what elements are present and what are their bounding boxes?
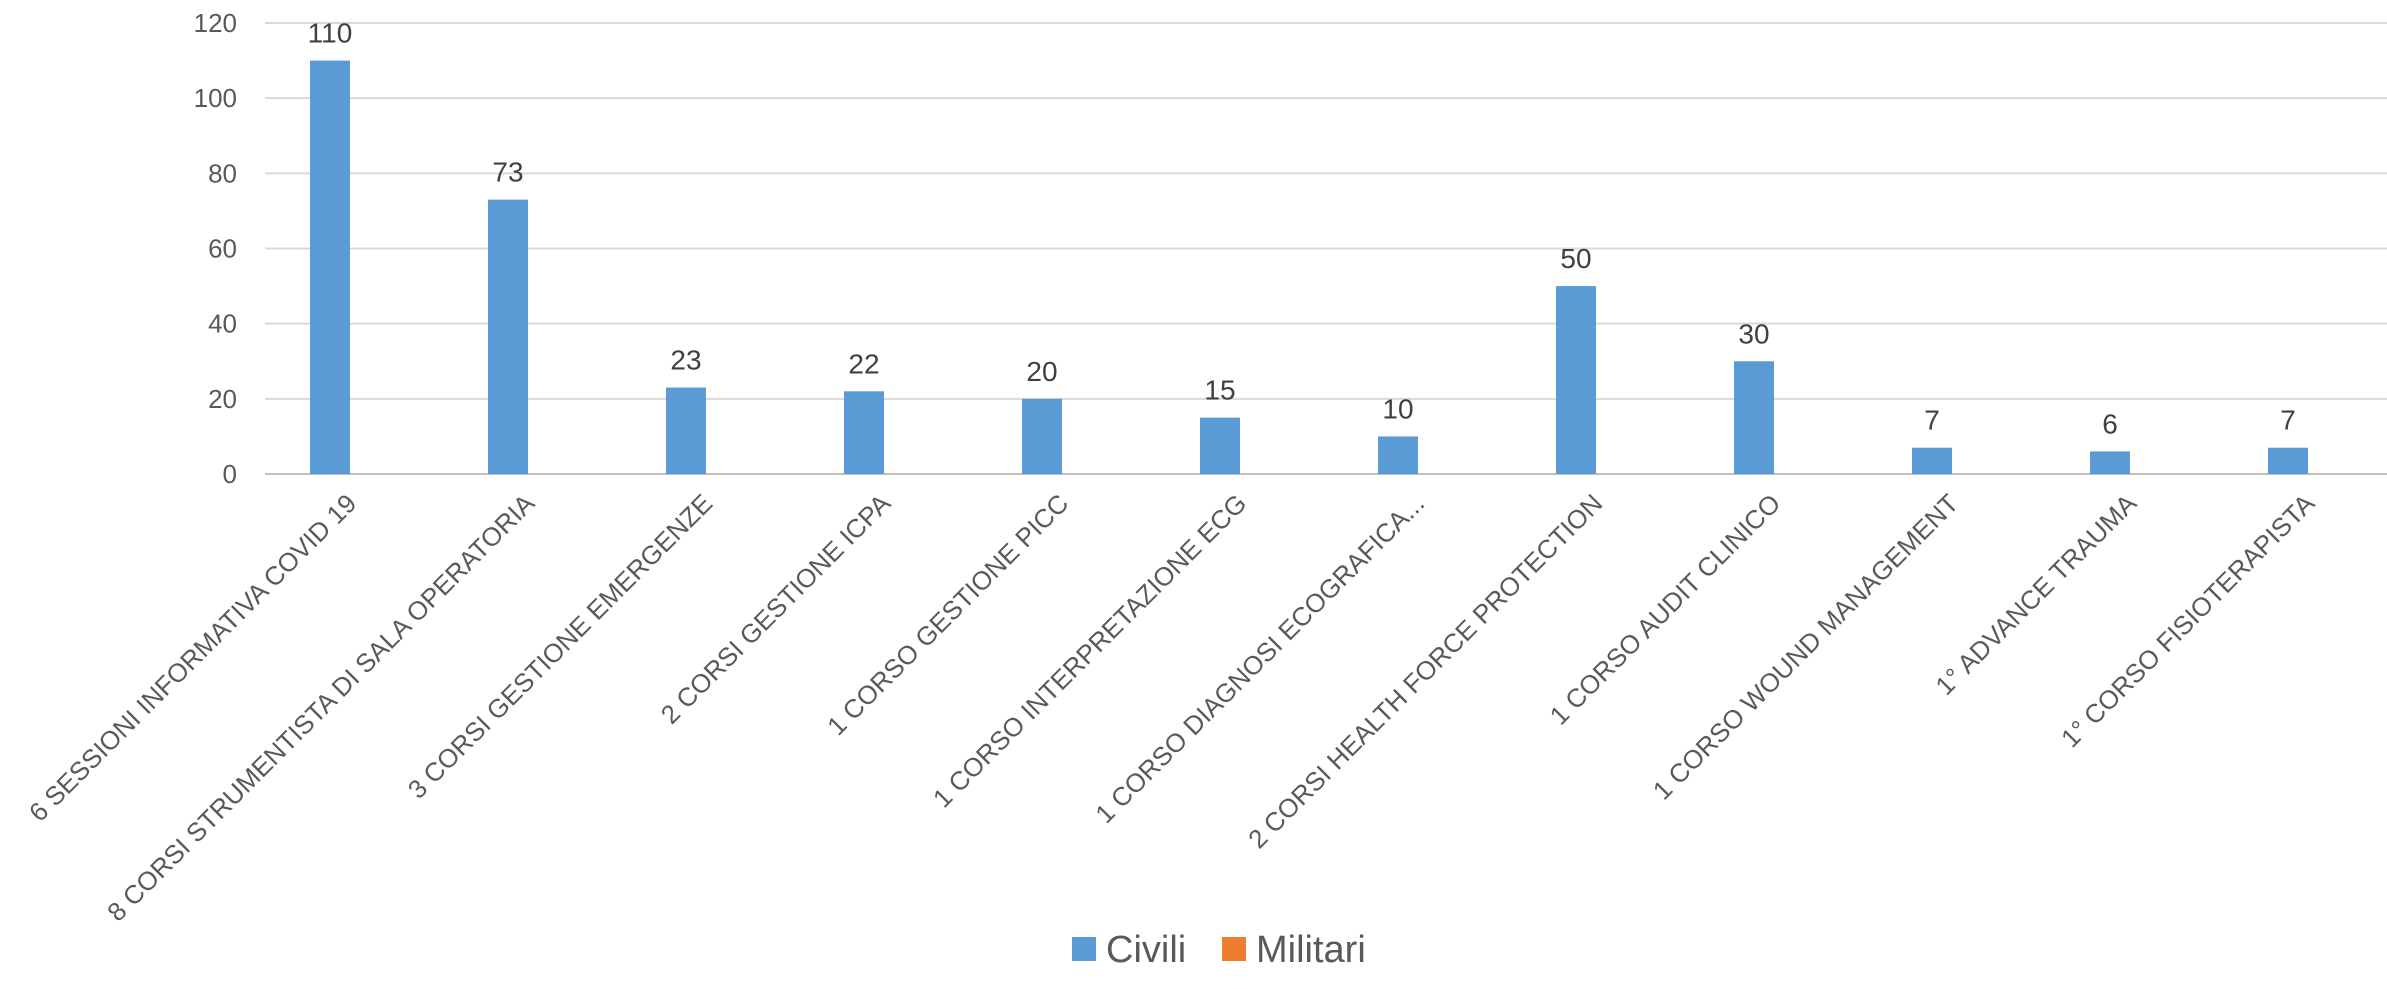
legend: Civili Militari [1072, 929, 1366, 971]
bar-civili-8 [1734, 361, 1774, 474]
x-tick-label: 2 CORSI HEALTH FORCE PROTECTION [1242, 488, 1608, 854]
bar-civili-0 [310, 60, 350, 474]
y-tick-label: 120 [194, 8, 237, 38]
bars [310, 60, 2308, 474]
data-label: 10 [1382, 393, 1413, 424]
y-axis-ticks: 0 20 40 60 80 100 120 [194, 8, 237, 489]
bar-civili-11 [2268, 447, 2308, 474]
bar-civili-6 [1378, 436, 1418, 474]
bar-civili-5 [1200, 417, 1240, 474]
data-label: 7 [1924, 405, 1940, 436]
bar-civili-3 [844, 391, 884, 474]
gridlines [265, 22, 2387, 475]
x-tick-label: 1 CORSO DIAGNOSI ECOGRAFICA... [1089, 488, 1430, 829]
bar-civili-2 [666, 387, 706, 474]
x-tick-label: 1 CORSO INTERPRETAZIONE ECG [927, 488, 1252, 813]
legend-label-militari: Militari [1256, 929, 1366, 971]
x-tick-label: 1 CORSO WOUND MANAGEMENT [1647, 488, 1965, 806]
bar-civili-4 [1022, 398, 1062, 474]
y-tick-label: 40 [208, 309, 237, 339]
bar-civili-1 [488, 199, 528, 474]
data-label: 110 [308, 18, 353, 49]
y-tick-label: 60 [208, 234, 237, 264]
legend-swatch-civili [1072, 937, 1096, 961]
y-tick-label: 0 [223, 459, 237, 489]
data-label: 20 [1026, 356, 1057, 387]
x-tick-label: 8 CORSI STRUMENTISTA DI SALA OPERATORIA [101, 488, 541, 928]
x-tick-label: 3 CORSI GESTIONE EMERGENZE [402, 488, 718, 804]
data-label: 73 [492, 157, 523, 188]
data-label: 50 [1560, 243, 1591, 274]
bar-civili-7 [1556, 286, 1596, 474]
bar-civili-9 [1912, 447, 1952, 474]
data-label: 23 [670, 345, 701, 376]
data-label: 15 [1204, 375, 1235, 406]
bar-civili-10 [2090, 451, 2130, 474]
y-tick-label: 100 [194, 83, 237, 113]
x-tick-label: 6 SESSIONI INFORMATIVA COVID 19 [23, 488, 362, 827]
x-tick-label: 1° ADVANCE TRAUMA [1929, 488, 2142, 701]
data-label: 7 [2280, 405, 2296, 436]
y-tick-label: 80 [208, 158, 237, 188]
data-label: 22 [848, 348, 879, 379]
x-axis-ticks: 6 SESSIONI INFORMATIVA COVID 198 CORSI S… [23, 488, 2321, 928]
legend-swatch-militari [1222, 937, 1246, 961]
data-label: 30 [1738, 318, 1769, 349]
y-tick-label: 20 [208, 384, 237, 414]
data-labels: 110 73 23 22 20 15 10 50 30 7 6 7 [308, 18, 2296, 440]
data-label: 6 [2102, 408, 2118, 439]
legend-label-civili: Civili [1106, 929, 1186, 971]
